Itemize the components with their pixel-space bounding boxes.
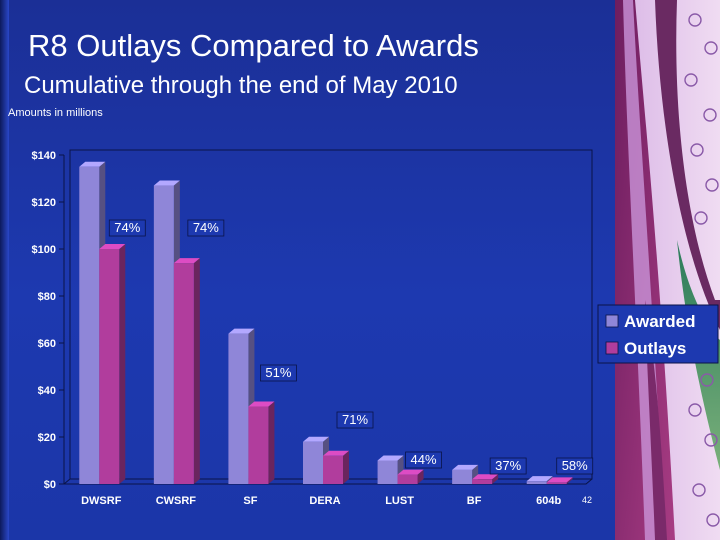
annotation-box bbox=[336, 411, 374, 429]
bar-outlays-604b bbox=[546, 477, 573, 484]
x-tick-label: 604b bbox=[536, 495, 561, 507]
percent-annotation: 51% bbox=[265, 365, 291, 380]
y-tick-label: $80 bbox=[38, 291, 56, 303]
legend-swatch bbox=[605, 341, 619, 355]
bar-outlays-cwsrf bbox=[173, 258, 200, 484]
bar-outlays-bf bbox=[472, 474, 499, 484]
y-tick-label: $120 bbox=[32, 197, 56, 209]
y-tick-label: $40 bbox=[38, 385, 56, 397]
percent-annotation: 44% bbox=[411, 452, 437, 467]
legend-label: Awarded bbox=[624, 312, 696, 331]
y-tick-label: $20 bbox=[38, 432, 56, 444]
annotation-box bbox=[260, 364, 297, 382]
decorative-floral-border bbox=[615, 0, 720, 540]
slide-subtitle: Cumulative through the end of May 2010 bbox=[24, 72, 458, 99]
legend-label: Outlays bbox=[624, 339, 686, 358]
plot-wall bbox=[63, 149, 593, 485]
annotation-box bbox=[489, 457, 527, 475]
percent-annotation: 71% bbox=[342, 412, 368, 427]
y-tick-label: $0 bbox=[44, 479, 56, 491]
page-number: 42 bbox=[582, 495, 593, 505]
x-tick-label: BF bbox=[467, 495, 482, 507]
percent-annotation: 74% bbox=[114, 220, 140, 235]
y-tick-label: $140 bbox=[32, 150, 56, 162]
x-tick-label: DERA bbox=[309, 495, 340, 507]
bar-outlays-dera bbox=[323, 450, 349, 484]
x-tick-label: CWSRF bbox=[156, 495, 197, 507]
annotation-box bbox=[556, 457, 594, 475]
annotation-box bbox=[108, 219, 146, 237]
slide-title: R8 Outlays Compared to Awards bbox=[28, 28, 479, 63]
bar-outlays-lust bbox=[397, 469, 424, 484]
annotation-box bbox=[405, 451, 442, 469]
left-border-strip bbox=[0, 0, 9, 540]
annotation-box bbox=[187, 219, 225, 237]
bar-outlays-sf bbox=[248, 401, 275, 484]
units-note: Amounts in millions bbox=[8, 107, 103, 119]
percent-annotation: 74% bbox=[193, 220, 219, 235]
legend-swatch bbox=[605, 314, 619, 328]
y-tick-label: $100 bbox=[32, 244, 56, 256]
bar-outlays-dwsrf bbox=[99, 244, 126, 484]
x-tick-label: LUST bbox=[385, 495, 414, 507]
x-tick-label: DWSRF bbox=[81, 495, 122, 507]
percent-annotation: 37% bbox=[495, 458, 521, 473]
y-tick-label: $60 bbox=[38, 338, 56, 350]
percent-annotation: 58% bbox=[562, 458, 588, 473]
x-tick-label: SF bbox=[243, 495, 257, 507]
